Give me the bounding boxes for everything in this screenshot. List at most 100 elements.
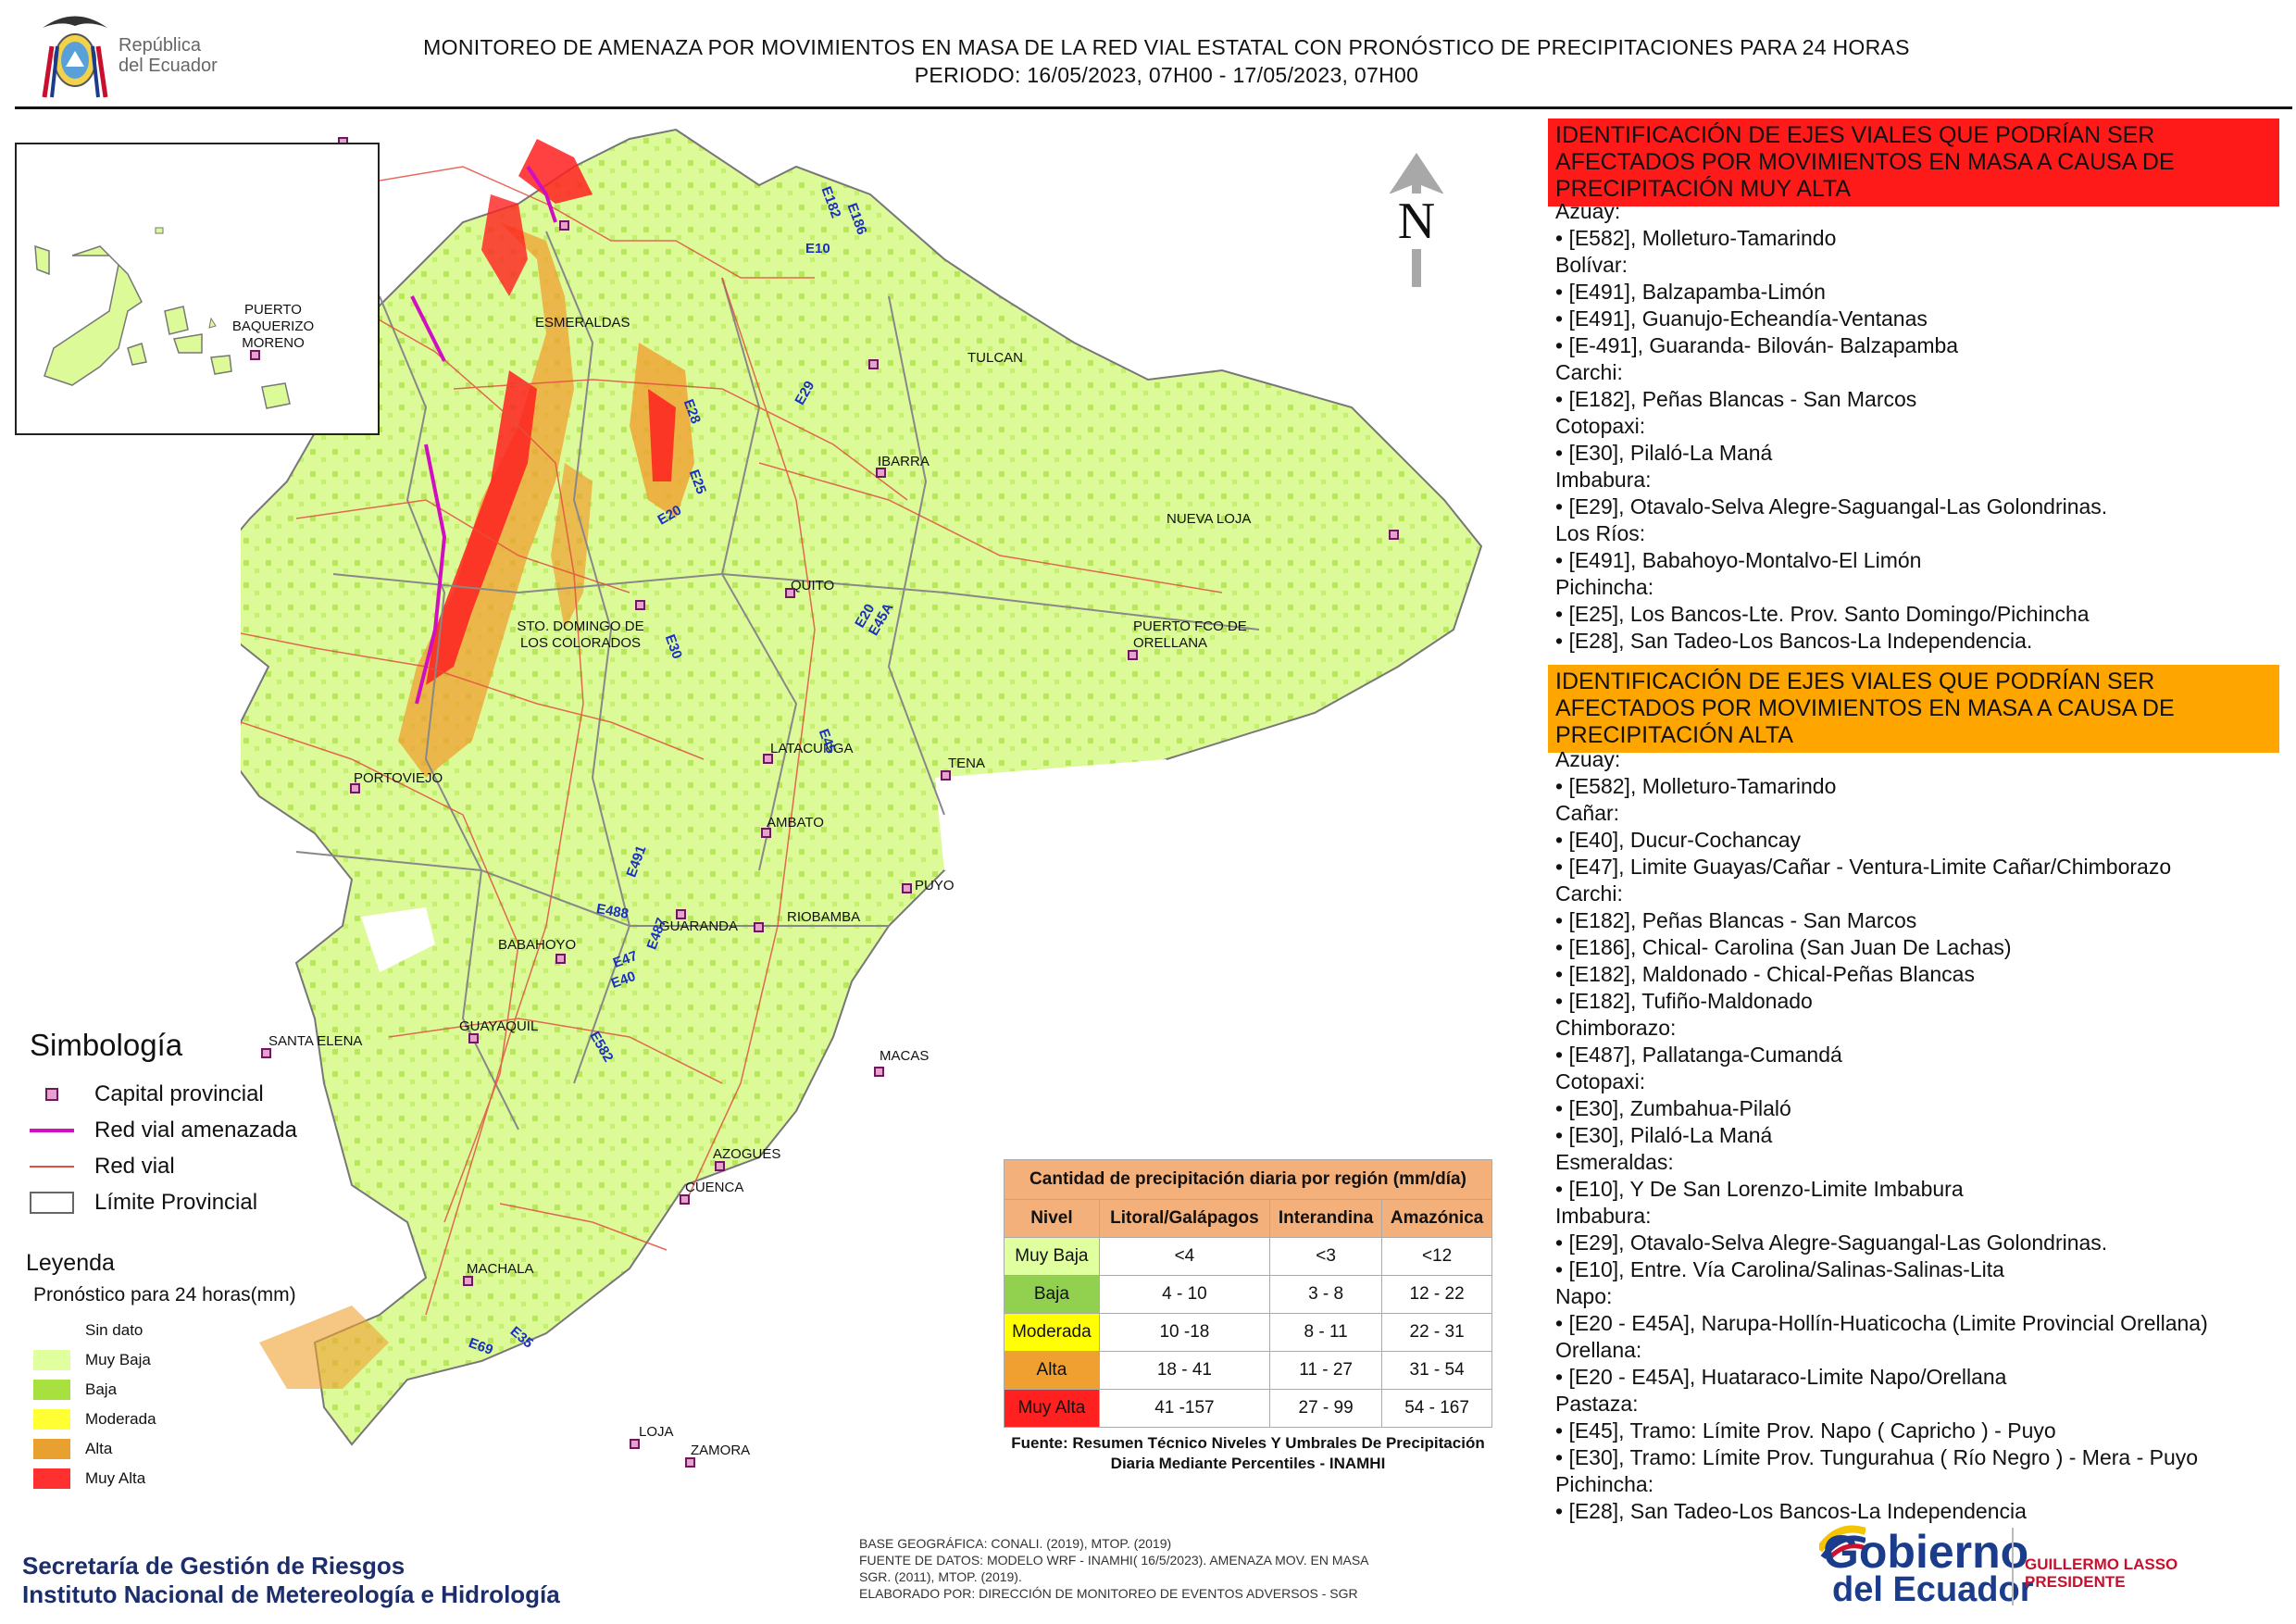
capital-marker[interactable] — [630, 1439, 640, 1449]
road-list-item: • [E182], Maldonado - Chical-Peñas Blanc… — [1555, 962, 1975, 986]
symbology-legend: Simbología Capital provincial Red vial a… — [30, 1028, 363, 1220]
capital-marker[interactable] — [468, 1033, 479, 1043]
city-label-orellana: PUERTO FCO DE ORELLANA — [1133, 618, 1247, 651]
symbology-item: Red vial amenazada — [30, 1112, 363, 1148]
galapagos-inset[interactable]: PUERTO BAQUERIZO MORENO — [15, 143, 380, 435]
org-line-1: Secretaría de Gestión de Riesgos — [22, 1552, 406, 1580]
value-cell: 11 - 27 — [1269, 1351, 1383, 1390]
value-cell: 8 - 11 — [1269, 1313, 1383, 1352]
legend-swatch — [33, 1439, 70, 1459]
capital-marker[interactable] — [250, 350, 260, 360]
value-cell: 18 - 41 — [1098, 1351, 1271, 1390]
symbology-item: Red vial — [30, 1148, 363, 1184]
legend-label: Alta — [85, 1440, 113, 1457]
road-list-item: Carchi: — [1555, 360, 1623, 384]
table-row: Muy Alta 41 -157 27 - 99 54 - 167 — [1004, 1389, 1492, 1428]
legend-swatch — [33, 1409, 70, 1430]
road-icon — [30, 1156, 74, 1178]
road-list-item: • [E20 - E45A], Huataraco-Limite Napo/Or… — [1555, 1365, 2007, 1389]
city-label-esmeraldas: ESMERALDAS — [535, 315, 630, 331]
ecuador-map-graphic — [202, 128, 1483, 1446]
road-list-item: • [E10], Y De San Lorenzo-Limite Imbabur… — [1555, 1177, 1964, 1201]
capital-marker[interactable] — [463, 1276, 473, 1286]
value-cell: <3 — [1269, 1237, 1383, 1276]
galapagos-map — [34, 227, 291, 409]
value-cell: 27 - 99 — [1269, 1389, 1383, 1428]
capital-marker[interactable] — [902, 883, 912, 893]
org-line-2: Instituto Nacional de Metereología e Hid… — [22, 1580, 560, 1608]
capital-marker[interactable] — [559, 220, 569, 231]
capital-marker[interactable] — [685, 1457, 695, 1468]
republica-text-1: República — [119, 35, 201, 56]
road-list-item: • [E28], San Tadeo-Los Bancos-La Indepen… — [1555, 1499, 2027, 1523]
road-list-item: Chimborazo: — [1555, 1016, 1677, 1040]
road-list-item: • [E20 - E45A], Narupa-Hollín-Huaticocha… — [1555, 1311, 2208, 1335]
capital-marker[interactable] — [715, 1161, 725, 1171]
precipitation-table: Cantidad de precipitación diaria por reg… — [1004, 1159, 1492, 1428]
road-list-item: Pichincha: — [1555, 575, 1654, 599]
city-label-macas: MACAS — [880, 1048, 930, 1064]
capital-marker[interactable] — [754, 922, 764, 932]
city-label-loja: LOJA — [639, 1424, 674, 1440]
capital-marker[interactable] — [763, 754, 773, 764]
source-line: ELABORADO POR: DIRECCIÓN DE MONITOREO DE… — [859, 1586, 1358, 1601]
capital-marker[interactable] — [555, 954, 566, 964]
road-list-item: Cañar: — [1555, 801, 1620, 825]
capital-marker[interactable] — [868, 359, 879, 369]
capital-marker[interactable] — [350, 783, 360, 793]
capital-marker[interactable] — [1389, 530, 1399, 540]
gob-line-2: del Ecuador — [1832, 1570, 2034, 1609]
capital-marker[interactable] — [261, 1048, 271, 1058]
very-high-header: IDENTIFICACIÓN DE EJES VIALES QUE PODRÍA… — [1548, 119, 2279, 206]
value-cell: 41 -157 — [1098, 1389, 1271, 1428]
gob-line-1: Gobierno — [1823, 1526, 2029, 1578]
road-list-item: • [E29], Otavalo-Selva Alegre-Saguangal-… — [1555, 494, 2108, 518]
level-cell: Moderada — [1004, 1313, 1100, 1352]
symbology-item: Límite Provincial — [30, 1184, 363, 1220]
capital-marker[interactable] — [941, 770, 951, 781]
source-line: FUENTE DE DATOS: MODELO WRF - INAMHI( 16… — [859, 1553, 1369, 1568]
ecuador-map[interactable]: ESMERALDAS TULCAN IBARRA NUEVA LOJA QUIT… — [202, 111, 1528, 1481]
capital-marker[interactable] — [761, 828, 771, 838]
city-label-quito: QUITO — [791, 578, 835, 593]
table-caption: Cantidad de precipitación diaria por reg… — [1004, 1159, 1492, 1200]
city-label-tulcan: TULCAN — [967, 350, 1024, 366]
road-list-item: • [E45], Tramo: Límite Prov. Napo ( Capr… — [1555, 1418, 2056, 1443]
road-list-item: Orellana: — [1555, 1338, 1642, 1362]
capital-marker[interactable] — [1128, 650, 1138, 660]
city-label-ambato: AMBATO — [767, 815, 824, 831]
coat-of-arms-icon — [42, 16, 108, 98]
road-list-item: • [E491], Babahoyo-Montalvo-El Limón — [1555, 548, 1922, 572]
city-label-sto-domingo: STO. DOMINGO DE LOS COLORADOS — [517, 618, 644, 651]
capital-marker[interactable] — [676, 909, 686, 919]
legend-swatch — [33, 1468, 70, 1489]
gobierno-logo: Gobierno del Ecuador GUILLERMO LASSO PRE… — [1819, 1518, 2282, 1611]
road-list-item: Esmeraldas: — [1555, 1150, 1674, 1174]
capital-marker[interactable] — [874, 1067, 884, 1077]
road-code-e10: E10 — [805, 241, 830, 256]
capital-marker[interactable] — [876, 468, 886, 478]
capital-marker[interactable] — [785, 588, 795, 598]
road-list-item: • [E182], Peñas Blancas - San Marcos — [1555, 387, 1917, 411]
road-list-item: • [E491], Guanujo-Echeandía-Ventanas — [1555, 306, 1928, 331]
forecast-legend: Leyenda Pronóstico para 24 horas(mm) Sin… — [26, 1250, 378, 1493]
city-label-riobamba: RIOBAMBA — [787, 909, 861, 925]
road-list-item: • [E25], Los Bancos-Lte. Prov. Santo Dom… — [1555, 602, 2090, 626]
city-label-puyo: PUYO — [915, 878, 955, 893]
high-list: Azuay: • [E582], Molleturo-Tamarindo Cañar… — [1555, 746, 2208, 1525]
city-label-machala: MACHALA — [467, 1261, 534, 1277]
north-arrow: N — [1379, 153, 1454, 292]
level-cell: Muy Alta — [1004, 1389, 1100, 1428]
value-cell: 54 - 167 — [1381, 1389, 1492, 1428]
capital-marker[interactable] — [635, 600, 645, 610]
city-label-guayaquil: GUAYAQUIL — [459, 1018, 539, 1034]
table-row: Baja 4 - 10 3 - 8 12 - 22 — [1004, 1275, 1492, 1314]
road-list-item: Azuay: — [1555, 199, 1621, 223]
legend-label: Moderada — [85, 1410, 156, 1428]
president-title: PRESIDENTE — [2025, 1573, 2126, 1591]
header-divider — [15, 106, 2292, 109]
road-list-item: • [E10], Entre. Vía Carolina/Salinas-Sal… — [1555, 1257, 2004, 1281]
capital-marker[interactable] — [680, 1194, 690, 1205]
table-row: Alta 18 - 41 11 - 27 31 - 54 — [1004, 1351, 1492, 1390]
road-list-item: • [E-491], Guaranda- Bilován- Balzapamba — [1555, 333, 1959, 357]
